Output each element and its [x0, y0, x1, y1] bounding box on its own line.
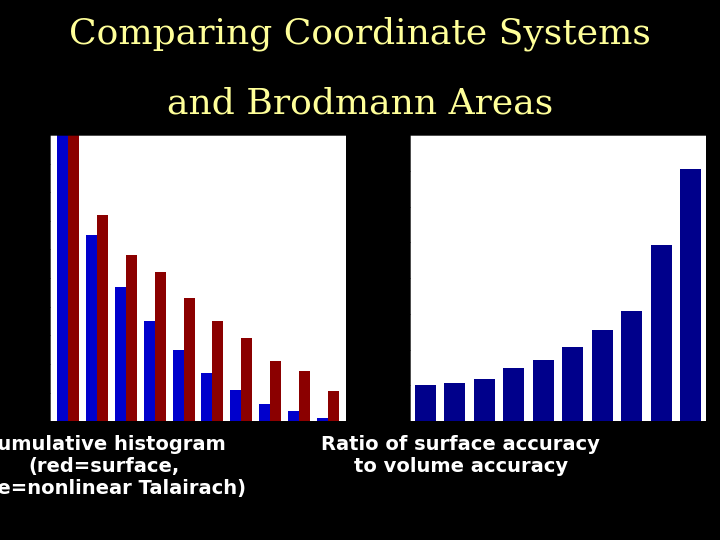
- Bar: [328, 391, 339, 421]
- Title: average vol (blue) and surf (red) cumulative histogram: average vol (blue) and surf (red) cumula…: [92, 124, 304, 133]
- Text: and Brodmann Areas: and Brodmann Areas: [167, 86, 553, 120]
- Bar: [86, 235, 96, 421]
- Y-axis label: accuracy ratio (surf/volume): accuracy ratio (surf/volume): [382, 214, 392, 342]
- Bar: [562, 347, 583, 421]
- Y-axis label: percent of label: percent of label: [14, 242, 23, 314]
- Bar: [318, 418, 328, 421]
- Bar: [202, 373, 212, 421]
- Bar: [114, 287, 126, 421]
- Bar: [212, 321, 223, 421]
- Bar: [533, 360, 554, 421]
- Bar: [230, 390, 241, 421]
- Bar: [300, 371, 310, 421]
- Bar: [126, 255, 137, 421]
- Text: Cumulative histogram
(red=surface,
blue=nonlinear Talairach): Cumulative histogram (red=surface, blue=…: [0, 435, 246, 498]
- Bar: [592, 330, 613, 421]
- Bar: [173, 350, 184, 421]
- Bar: [474, 379, 495, 421]
- Bar: [621, 312, 642, 421]
- X-axis label: overlap fraction (accuracy): overlap fraction (accuracy): [137, 443, 259, 453]
- X-axis label: overlap fraction (accuracy): overlap fraction (accuracy): [497, 443, 619, 453]
- Bar: [415, 386, 436, 421]
- Text: Ratio of surface accuracy
to volume accuracy: Ratio of surface accuracy to volume accu…: [321, 435, 600, 476]
- Bar: [143, 321, 155, 421]
- Bar: [651, 245, 672, 421]
- Bar: [96, 215, 108, 421]
- Bar: [68, 135, 78, 421]
- Bar: [270, 361, 282, 421]
- Bar: [680, 169, 701, 421]
- Bar: [155, 272, 166, 421]
- Bar: [288, 411, 300, 421]
- Bar: [259, 404, 270, 421]
- Title: ratio of surface to volume accuracy: ratio of surface to volume accuracy: [490, 124, 626, 133]
- Bar: [57, 135, 68, 421]
- Bar: [184, 298, 194, 421]
- Bar: [241, 338, 253, 421]
- Bar: [503, 368, 524, 421]
- Bar: [444, 382, 465, 421]
- Text: Comparing Coordinate Systems: Comparing Coordinate Systems: [69, 16, 651, 51]
